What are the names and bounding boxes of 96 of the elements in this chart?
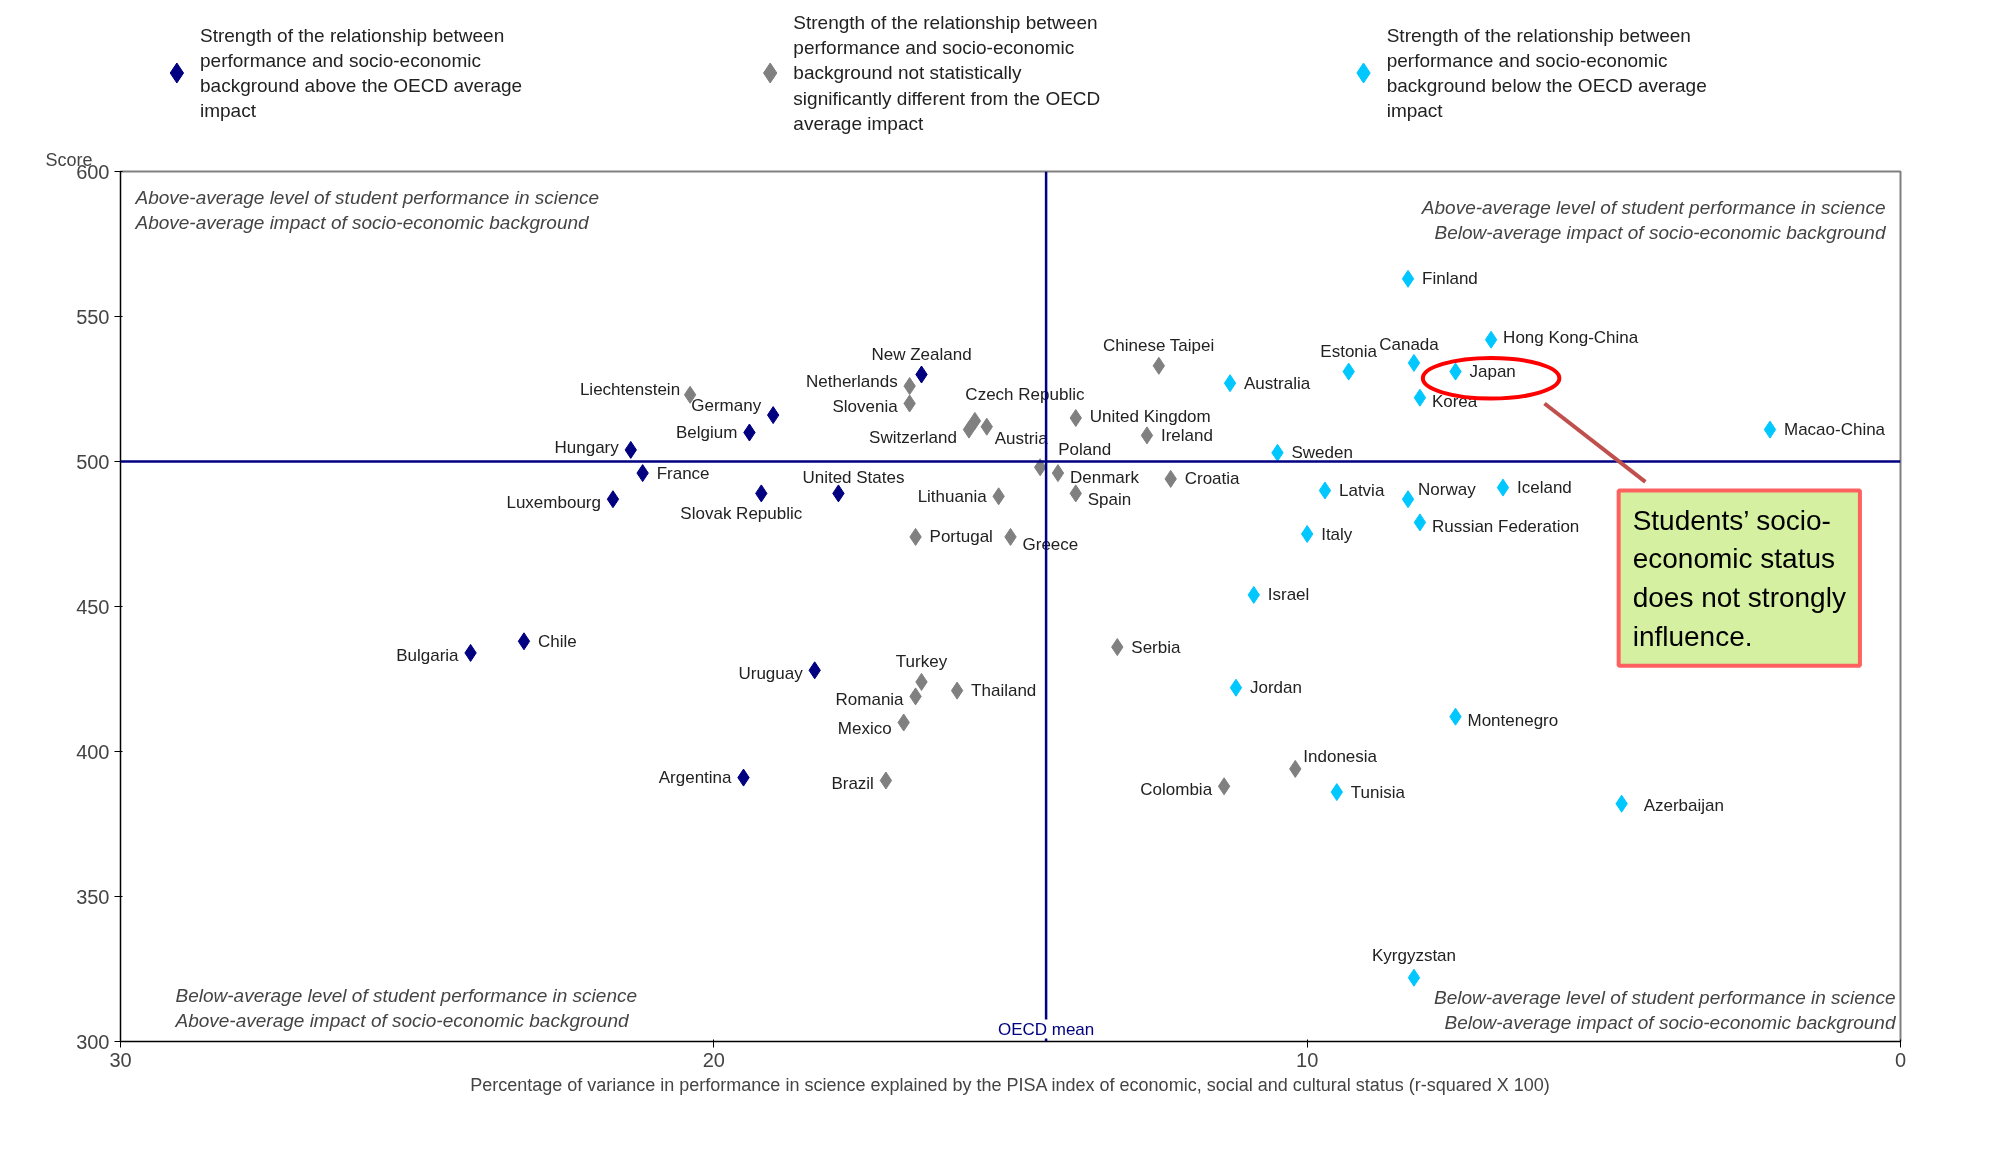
annotation: Switzerland xyxy=(869,428,957,448)
legend-label: Strength of the relationship between performance and socio-economic background not statistically significantly different from the OECD average impact xyxy=(793,12,1101,134)
point xyxy=(1217,777,1231,796)
annotation: Finland xyxy=(1422,269,1478,289)
annotation: Argentina xyxy=(658,768,733,788)
annotation: Turkey xyxy=(895,652,948,672)
annotation: United States xyxy=(802,467,905,487)
annotation: Hungary xyxy=(554,438,620,458)
point xyxy=(950,681,964,700)
point xyxy=(1051,464,1065,483)
annotation: Serbia xyxy=(1131,637,1181,657)
annotation: Students’ socio- economic status does not strongly influence. xyxy=(1632,504,1846,652)
annotation: New Zealand xyxy=(871,345,972,364)
y-tick-label: 300 xyxy=(76,1030,110,1053)
y-tick-label: 350 xyxy=(76,885,110,908)
annotation: Below-average level of student performance in science Above-average impact of socio-economic background xyxy=(174,985,638,1032)
annotation: Italy xyxy=(1321,524,1353,544)
x-tick-label: 0 xyxy=(1894,1048,1907,1071)
point xyxy=(1401,269,1415,288)
annotation: Russian Federation xyxy=(1431,516,1580,536)
annotation: Estonia xyxy=(1320,342,1378,362)
annotation: Kyrgyzstan xyxy=(1371,946,1457,966)
point xyxy=(879,771,893,790)
annotation: Brazil xyxy=(831,774,874,793)
annotation: Poland xyxy=(1058,439,1112,459)
annotation: Jordan xyxy=(1249,678,1302,698)
point xyxy=(1069,409,1082,427)
y-tick-label: 500 xyxy=(76,450,110,473)
annotation: Belgium xyxy=(676,423,738,442)
point xyxy=(1763,420,1777,439)
annotation: Liechtenstein xyxy=(579,380,681,400)
x-tick-label: 20 xyxy=(702,1048,725,1071)
point xyxy=(1318,481,1332,500)
x-axis-title: Percentage of variance in performance in science explained by the PISA index of economic, social and cultural status (r-squared X 100) xyxy=(470,1074,1550,1095)
annotation: Iceland xyxy=(1516,478,1572,498)
annotation: Korea xyxy=(1431,392,1478,412)
x-tick-label: 10 xyxy=(1296,1048,1319,1071)
annotation: Hong Kong-China xyxy=(1503,328,1639,348)
point xyxy=(1484,330,1498,349)
annotation: Netherlands xyxy=(805,371,898,391)
annotation: Israel xyxy=(1267,585,1310,605)
annotation: Denmark xyxy=(1069,467,1140,487)
annotation: France xyxy=(656,463,710,483)
annotation: Chinese Taipei xyxy=(1103,336,1215,356)
annotation: Norway xyxy=(1418,479,1477,499)
point xyxy=(1407,353,1421,372)
point xyxy=(517,632,531,651)
point xyxy=(1229,678,1243,697)
point xyxy=(1223,374,1237,393)
annotation: Mexico xyxy=(837,719,892,738)
annotation: Lithuania xyxy=(917,486,988,506)
annotation: Latvia xyxy=(1338,481,1385,500)
annotation: Macao-China xyxy=(1783,420,1886,440)
annotation: Indonesia xyxy=(1303,747,1378,767)
point xyxy=(1413,513,1427,532)
annotation: Thailand xyxy=(971,681,1037,701)
annotation: Australia xyxy=(1244,373,1311,393)
annotation: Slovenia xyxy=(832,397,899,416)
point xyxy=(1401,490,1415,509)
annotation: Uruguay xyxy=(738,663,804,683)
annotation: Luxembourg xyxy=(506,492,601,512)
point xyxy=(1140,426,1154,445)
annotation: Portugal xyxy=(929,527,993,547)
point xyxy=(1301,525,1314,543)
point xyxy=(968,411,982,430)
annotation: Slovak Republic xyxy=(680,503,803,523)
annotation: Ireland xyxy=(1160,425,1213,445)
annotation: Japan xyxy=(1469,362,1516,382)
legend-label: Strength of the relationship between performance and socio-economic background above the OECD average impact xyxy=(200,24,523,122)
annotation: Tunisia xyxy=(1350,782,1406,802)
annotation: Below-average level of student performance in science Below-average impact of socio-economic background xyxy=(1433,987,1897,1034)
annotation: Spain xyxy=(1087,489,1132,509)
annotation: Romania xyxy=(835,689,905,709)
annotation: Germany xyxy=(691,395,762,415)
x-tick-label: 30 xyxy=(109,1048,132,1071)
y-tick-label: 550 xyxy=(76,305,110,328)
point xyxy=(962,420,976,439)
point xyxy=(606,490,620,509)
annotation: Montenegro xyxy=(1467,711,1559,731)
point xyxy=(1413,388,1427,407)
annotation: Sweden xyxy=(1291,443,1353,463)
annotation: Above-average level of student performance in science Below-average impact of socio-economic background xyxy=(1420,196,1887,243)
ref-line-label: OECD mean xyxy=(997,1019,1095,1039)
y-tick-label: 400 xyxy=(76,740,110,763)
annotation: Above-average level of student performance in science Above-average impact of socio-economic background xyxy=(134,186,600,233)
annotation: Canada xyxy=(1379,335,1440,355)
point xyxy=(1407,968,1421,987)
annotation: Azerbaijan xyxy=(1643,796,1724,816)
point xyxy=(1496,478,1510,497)
annotation: United Kingdom xyxy=(1089,406,1211,426)
annotation: Colombia xyxy=(1140,779,1213,799)
annotation: Chile xyxy=(537,631,577,651)
annotation: Bulgaria xyxy=(396,646,460,666)
y-tick-label: 450 xyxy=(76,595,110,618)
annotation: Croatia xyxy=(1184,469,1241,489)
legend-label: Strength of the relationship between performance and socio-economic background below the OECD average impact xyxy=(1386,24,1707,122)
